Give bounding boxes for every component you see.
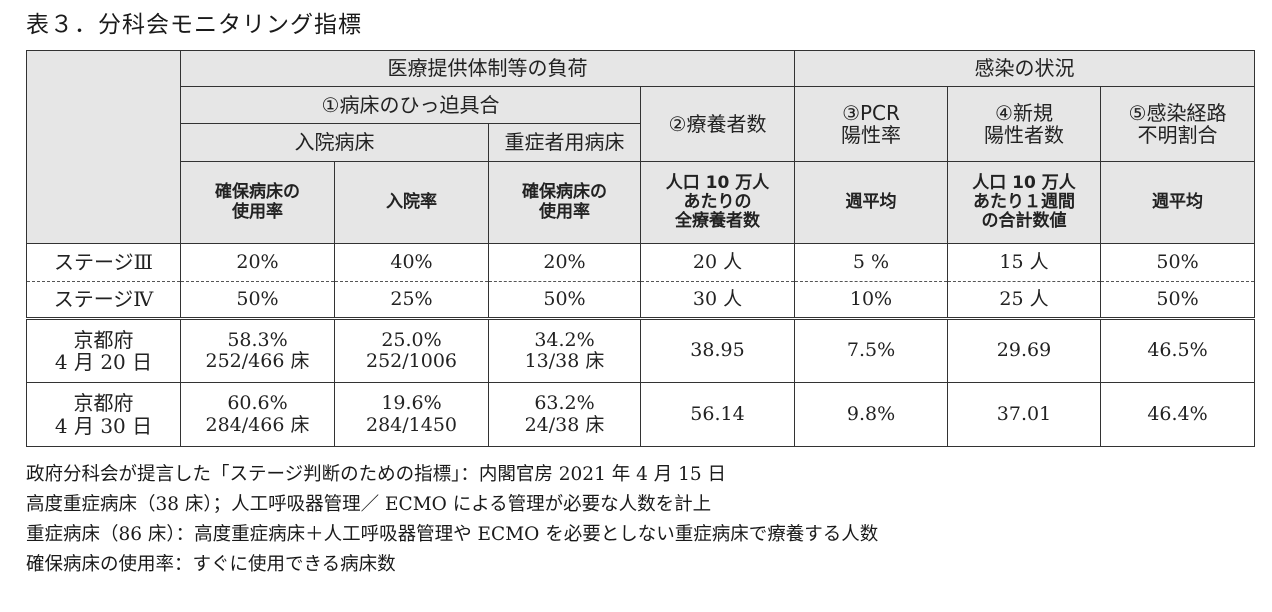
cell-new-cases: 37.01 xyxy=(947,382,1101,447)
header-row-2: ①病床のひっ迫具合 ②療養者数 ③PCR 陽性率 ④新規 陽性者数 ⑤感染経路 … xyxy=(27,86,1256,162)
row-label-line1: 京都府 xyxy=(73,391,134,416)
cell-occupancy-value: 60.6% xyxy=(227,392,288,415)
cell-new-cases: 25 人 xyxy=(947,281,1101,320)
subheader-weekly-new-line3: の合計数値 xyxy=(981,211,1067,232)
cell-pcr: 10% xyxy=(794,281,948,320)
header-infection-status: 感染の状況 xyxy=(793,50,1256,87)
header-unknown-route: ⑤感染経路 不明割合 xyxy=(1099,86,1256,162)
cell-recuperating: 56.14 xyxy=(640,382,795,447)
cell-severe-value: 63.2% xyxy=(534,392,595,415)
subheader-per100k-line3: 全療養者数 xyxy=(675,211,760,232)
row-label: 京都府 4 月 20 日 xyxy=(26,317,181,383)
cell-pcr: 5 % xyxy=(794,243,948,282)
header-hospital-beds: 入院病床 xyxy=(180,123,489,162)
cell-severe: 50% xyxy=(488,281,641,320)
subheader-weekly-new-line1: 人口 10 万人 xyxy=(972,172,1076,193)
subheader-weekly-avg-pcr: 週平均 xyxy=(794,161,948,244)
header-row-1: 医療提供体制等の負荷 感染の状況 xyxy=(26,50,1256,244)
cell-new-cases: 15 人 xyxy=(947,243,1101,282)
header-pcr-line2: 陽性率 xyxy=(841,123,901,147)
subheader-per100k: 人口 10 万人 あたりの 全療養者数 xyxy=(640,161,795,244)
header-new-line1: ④新規 xyxy=(995,100,1053,125)
footnotes: 政府分科会が提言した「ステージ判断のための指標」：内閣官房 2021 年 4 月… xyxy=(26,460,878,580)
cell-occupancy-sub: 284/466 床 xyxy=(205,413,310,436)
cell-severe-sub: 13/38 床 xyxy=(524,350,605,372)
header-medical-burden: 医療提供体制等の負荷 xyxy=(180,50,795,87)
subheader-severe-line1: 確保病床の xyxy=(522,182,607,203)
cell-admission: 25% xyxy=(334,281,489,320)
footnote: 重症病床（86 床）：高度重症病床＋人工呼吸器管理や ECMO を必要としない重… xyxy=(26,524,879,545)
row-label-line2: 4 月 20 日 xyxy=(54,350,153,374)
subheader-occupancy-line1: 確保病床の xyxy=(215,182,300,203)
header-unknown-line1: ⑤感染経路 xyxy=(1128,100,1227,125)
subheader-per100k-line1: 人口 10 万人 xyxy=(665,172,770,193)
cell-recuperating: 20 人 xyxy=(640,243,795,282)
subheader-occupancy: 確保病床の 使用率 xyxy=(180,161,335,244)
header-pcr-positivity: ③PCR 陽性率 xyxy=(794,86,948,162)
cell-pcr: 7.5% xyxy=(794,317,948,383)
cell-unknown: 46.4% xyxy=(1099,382,1256,447)
row-label: ステージⅣ xyxy=(26,281,181,320)
cell-new-cases: 29.69 xyxy=(947,317,1101,383)
row-label-line2: 4 月 30 日 xyxy=(54,413,153,438)
header-recuperating: ②療養者数 xyxy=(640,86,795,162)
cell-admission: 25.0% 252/1006 xyxy=(334,317,489,383)
subheader-row: 確保病床の 使用率 入院率 確保病床の 使用率 人口 10 万人 あたりの 全療… xyxy=(27,161,1256,244)
row-label: 京都府 4 月 30 日 xyxy=(26,382,181,447)
cell-admission: 40% xyxy=(334,243,489,282)
cell-admission-sub: 252/1006 xyxy=(365,350,458,372)
subheader-per100k-line2: あたりの xyxy=(683,191,752,212)
cell-occupancy: 20% xyxy=(180,243,335,282)
cell-severe: 34.2% 13/38 床 xyxy=(488,317,641,383)
header-unknown-line2: 不明割合 xyxy=(1137,123,1218,147)
table-row: 京都府 4 月 30 日 60.6% 284/466 床 19.6% 284/1… xyxy=(26,382,1256,447)
header-row-3: 入院病床 重症者用病床 xyxy=(27,123,1255,162)
monitoring-table: 医療提供体制等の負荷 感染の状況 ①病床のひっ迫具合 ②療養者数 ③PCR 陽性… xyxy=(26,50,1256,447)
cell-admission: 19.6% 284/1450 xyxy=(334,382,489,447)
header-severe-beds: 重症者用病床 xyxy=(488,123,641,162)
cell-pcr: 9.8% xyxy=(794,382,948,447)
cell-admission-value: 19.6% xyxy=(381,392,442,415)
cell-unknown: 50% xyxy=(1099,281,1256,320)
cell-severe-value: 34.2% xyxy=(534,328,595,351)
subheader-weekly-new-line2: あたり１週間 xyxy=(973,191,1075,212)
footnote: 確保病床の使用率：すぐに使用できる病床数 xyxy=(26,554,396,575)
header-new-line2: 陽性者数 xyxy=(984,123,1064,147)
footnote: 政府分科会が提言した「ステージ判断のための指標」：内閣官房 2021 年 4 月… xyxy=(26,464,727,485)
cell-recuperating: 38.95 xyxy=(640,317,795,383)
table-title: 表３．分科会モニタリング指標 xyxy=(26,12,362,38)
subheader-weekly-avg-unknown: 週平均 xyxy=(1099,161,1256,244)
subheader-occupancy-line2: 使用率 xyxy=(232,201,283,222)
cell-severe: 63.2% 24/38 床 xyxy=(488,382,641,447)
footnote: 高度重症病床（38 床）；人工呼吸器管理／ ECMO による管理が必要な人数を計… xyxy=(26,494,712,515)
header-new-positives: ④新規 陽性者数 xyxy=(947,86,1101,162)
table-row: 京都府 4 月 20 日 58.3% 252/466 床 25.0% 252/1… xyxy=(26,317,1256,383)
cell-occupancy-sub: 252/466 床 xyxy=(205,350,310,372)
corner-cell xyxy=(26,50,181,244)
header-bed-pressure: ①病床のひっ迫具合 xyxy=(180,86,641,124)
cell-recuperating: 30 人 xyxy=(640,281,795,320)
cell-occupancy-value: 58.3% xyxy=(227,328,288,351)
subheader-admission-rate: 入院率 xyxy=(334,161,489,244)
table-row: ステージⅣ 50% 25% 50% 30 人 10% 25 人 50% xyxy=(26,281,1256,320)
cell-admission-value: 25.0% xyxy=(381,328,442,351)
subheader-severe-occupancy: 確保病床の 使用率 xyxy=(488,161,641,244)
cell-occupancy: 60.6% 284/466 床 xyxy=(180,382,335,447)
header-pcr-line1: ③PCR xyxy=(842,100,900,125)
subheader-weekly-new: 人口 10 万人 あたり１週間 の合計数値 xyxy=(947,161,1101,244)
cell-severe-sub: 24/38 床 xyxy=(524,413,605,436)
cell-occupancy: 58.3% 252/466 床 xyxy=(180,317,335,383)
cell-severe: 20% xyxy=(488,243,641,282)
row-label: ステージⅢ xyxy=(26,243,181,282)
cell-occupancy: 50% xyxy=(180,281,335,320)
cell-unknown: 50% xyxy=(1099,243,1256,282)
cell-admission-sub: 284/1450 xyxy=(365,413,458,436)
row-label-line1: 京都府 xyxy=(73,327,134,352)
table-row: ステージⅢ 20% 40% 20% 20 人 5 % 15 人 50% xyxy=(26,243,1256,282)
subheader-severe-line2: 使用率 xyxy=(539,201,590,222)
cell-unknown: 46.5% xyxy=(1099,317,1256,383)
